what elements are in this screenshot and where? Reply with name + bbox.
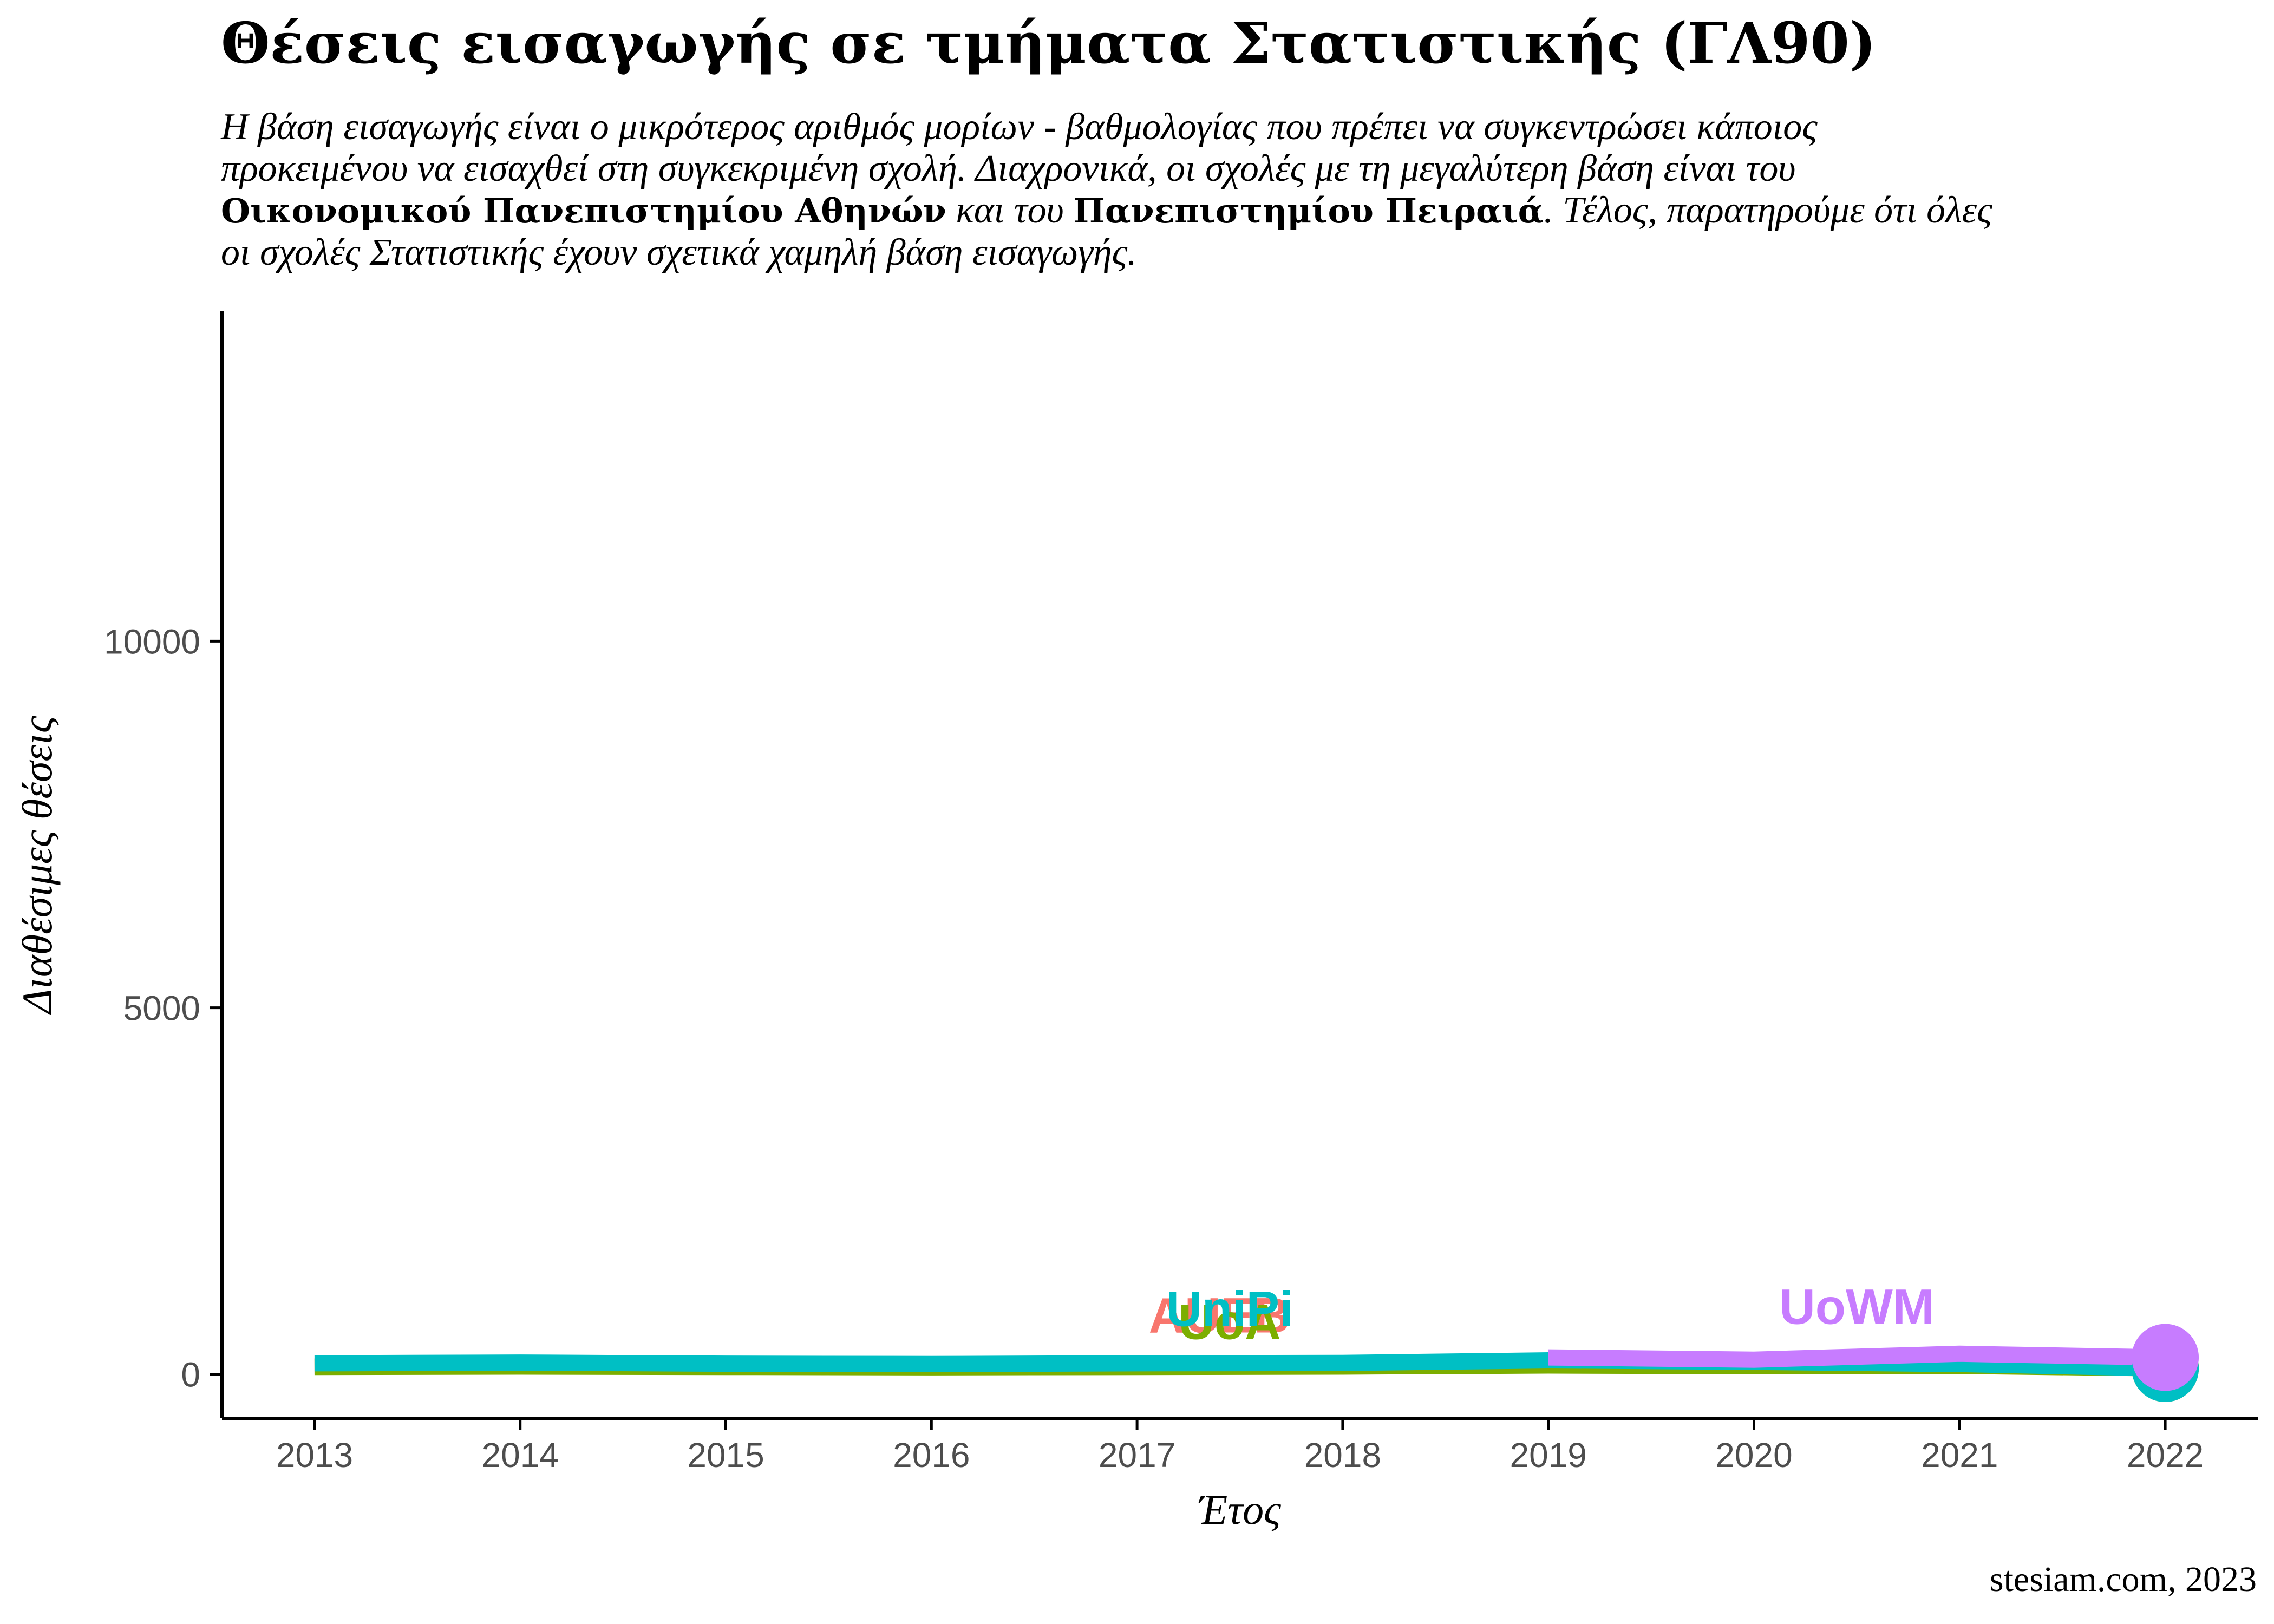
- x-tick-label-2016: 2016: [893, 1436, 970, 1475]
- x-tick-label-2021: 2021: [1921, 1436, 1998, 1475]
- caption: stesiam.com, 2023: [1989, 1560, 2257, 1599]
- series-endpoint-uowm: [2132, 1324, 2199, 1391]
- series-line-uowm: [1548, 1345, 2166, 1368]
- x-tick-label-2015: 2015: [687, 1436, 764, 1475]
- x-tick-label-2013: 2013: [276, 1436, 353, 1475]
- chart-title: Θέσεις εισαγωγής σε τμήματα Στατιστικής …: [221, 10, 1877, 76]
- series-label-uowm: UoWM: [1779, 1279, 1934, 1334]
- x-tick-label-2014: 2014: [482, 1436, 559, 1475]
- subtitle-text-1: Η βάση εισαγωγής είναι ο μικρότερος αριθ…: [221, 106, 1818, 189]
- subtitle-text-2: και του: [946, 189, 1074, 231]
- chart-subtitle: Η βάση εισαγωγής είναι ο μικρότερος αριθ…: [221, 106, 2008, 273]
- series-label-aueb: AUEB: [1149, 1288, 1290, 1344]
- subtitle-text-3: . Τέλος, παρατηρούμε ότι όλες οι σχολές …: [221, 189, 1992, 273]
- x-axis-title: Έτος: [1198, 1486, 1281, 1533]
- x-tick-label-2019: 2019: [1510, 1436, 1587, 1475]
- x-tick-label-2020: 2020: [1715, 1436, 1792, 1475]
- subtitle-bold-unipi: Πανεπιστημίου Πειραιά: [1073, 191, 1544, 231]
- series-label-uoa: UoA: [1178, 1295, 1280, 1350]
- series-label-unipi: UniPi: [1166, 1281, 1293, 1337]
- y-tick-label-0: 0: [181, 1355, 200, 1394]
- x-tick-label-2022: 2022: [2127, 1436, 2204, 1475]
- y-tick-label-5000: 5000: [123, 989, 200, 1028]
- x-tick-label-2018: 2018: [1304, 1436, 1381, 1475]
- x-tick-label-2017: 2017: [1099, 1436, 1175, 1475]
- y-axis-title: Διαθέσιμες θέσεις: [14, 716, 61, 1016]
- y-tick-label-10000: 10000: [104, 622, 200, 661]
- subtitle-bold-aueb: Οικονομικού Πανεπιστημίου Αθηνών: [221, 191, 946, 231]
